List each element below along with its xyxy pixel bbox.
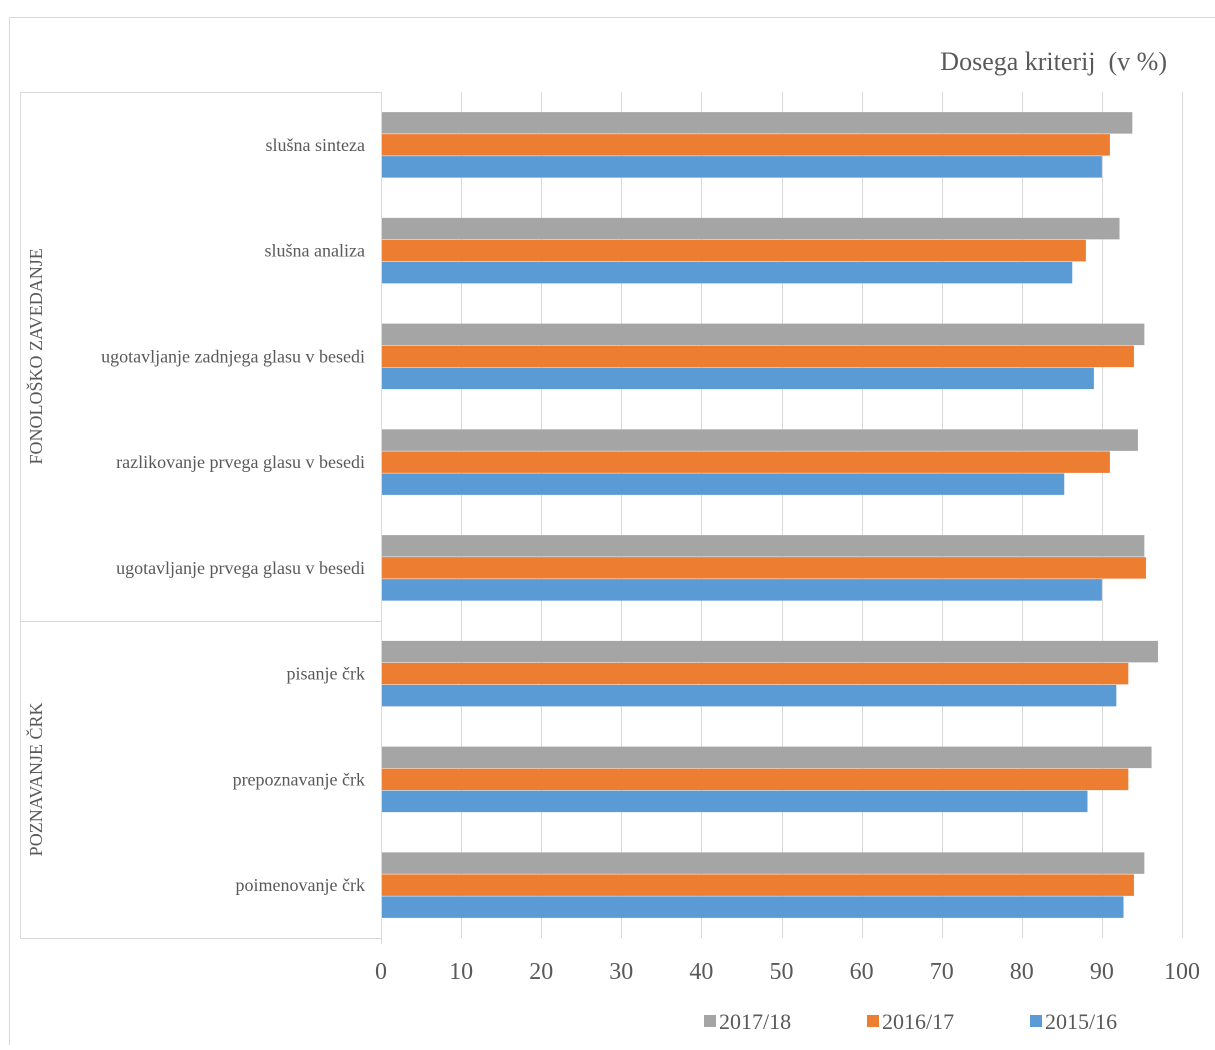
legend-swatch	[1030, 1015, 1042, 1027]
bar	[382, 429, 1138, 451]
category-label: slušna analiza	[265, 241, 365, 261]
bar	[382, 791, 1087, 813]
group-label: FONOLOŠKO ZAVEDANJE	[25, 248, 46, 464]
legend-swatch	[704, 1015, 716, 1027]
bar	[382, 747, 1152, 769]
x-tick-label: 60	[850, 959, 874, 985]
x-tick-label: 90	[1090, 959, 1114, 985]
category-label: pisanje črk	[287, 664, 365, 684]
x-tick-label: 40	[689, 959, 713, 985]
bar	[382, 896, 1124, 918]
legend-label: 2015/16	[1045, 1009, 1117, 1034]
bar	[382, 685, 1116, 707]
category-label: prepoznavanje črk	[233, 769, 365, 789]
legend-label: 2017/18	[719, 1009, 791, 1034]
bar	[382, 852, 1144, 874]
legend-swatch	[867, 1015, 879, 1027]
bar	[382, 218, 1120, 240]
bar	[382, 240, 1086, 262]
category-label: razlikovanje prvega glasu v besedi	[116, 452, 365, 472]
category-label: slušna sinteza	[266, 135, 365, 155]
x-tick-label: 80	[1010, 959, 1034, 985]
category-label: poimenovanje črk	[236, 875, 365, 895]
bar	[382, 451, 1110, 473]
category-label: ugotavljanje zadnjega glasu v besedi	[101, 346, 365, 366]
x-tick-label: 10	[449, 959, 473, 985]
bar	[382, 368, 1094, 390]
bar	[382, 641, 1158, 663]
x-tick-label: 50	[770, 959, 794, 985]
x-tick-label: 70	[930, 959, 954, 985]
bar	[382, 874, 1134, 896]
x-tick-label: 0	[375, 959, 387, 985]
bar	[382, 473, 1064, 495]
bar	[382, 134, 1110, 156]
bar	[382, 346, 1134, 368]
bar	[382, 557, 1146, 579]
bar	[382, 579, 1102, 601]
x-tick-label: 100	[1164, 959, 1200, 985]
bar	[382, 112, 1132, 134]
bar	[382, 156, 1102, 178]
bar	[382, 663, 1128, 685]
bar	[382, 324, 1144, 346]
group-label: POZNAVANJE ČRK	[25, 702, 46, 856]
x-tick-label: 30	[609, 959, 633, 985]
legend-label: 2016/17	[882, 1009, 954, 1034]
category-label: ugotavljanje prvega glasu v besedi	[116, 558, 365, 578]
bar	[382, 535, 1144, 557]
chart-title: Dosega kriterij (v %)	[940, 47, 1167, 76]
bar	[382, 769, 1128, 791]
x-tick-label: 20	[529, 959, 553, 985]
bar	[382, 262, 1072, 284]
